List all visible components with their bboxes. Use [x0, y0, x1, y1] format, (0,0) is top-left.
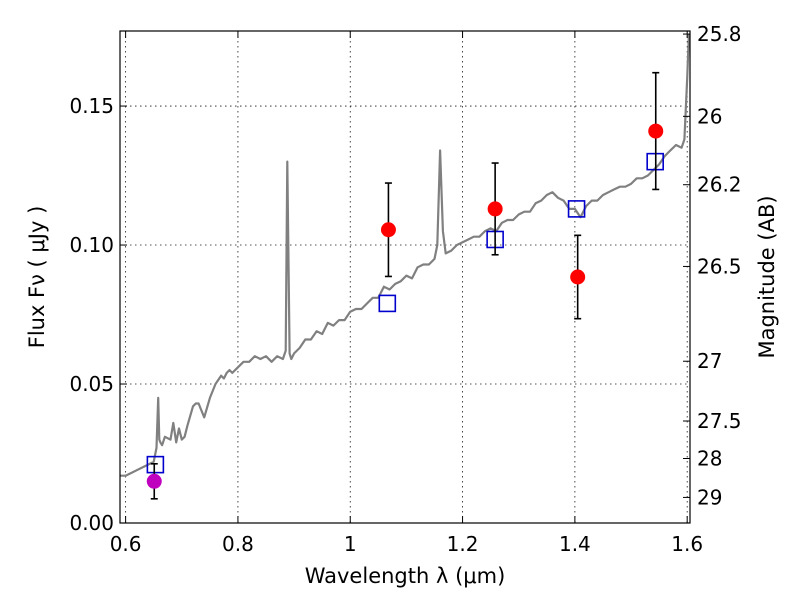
- y-tick-label: 0.05: [69, 372, 114, 396]
- x-tick-label: 1.2: [447, 532, 479, 556]
- model-point-square: [567, 200, 586, 218]
- y-tick-label: 0.15: [69, 94, 114, 118]
- x-tick-label: 1.6: [671, 532, 703, 556]
- x-tick-label: 0.8: [222, 532, 254, 556]
- observed-point: [487, 201, 503, 217]
- observed-point: [648, 123, 664, 139]
- right-tick-label: 27.5: [697, 409, 742, 433]
- x-tick-label: 1.4: [559, 532, 591, 556]
- observed-point: [380, 222, 396, 238]
- model-point-square: [146, 455, 165, 474]
- y-tick-label: 0.10: [69, 233, 114, 257]
- right-tick-label: 26.2: [697, 173, 742, 197]
- data-marks: [146, 71, 664, 500]
- plot-frame: [119, 30, 691, 524]
- axis-ticks: 0.6 0.8 1 1.2 1.4 1.6 0.00 0.05 0.10 0.15 25.8 26 26…: [69, 22, 741, 556]
- spectrum-line: [120, 33, 690, 477]
- x-tick-label: 0.6: [110, 532, 142, 556]
- right-tick-label: 25.8: [697, 22, 742, 46]
- right-tick-label: 27: [697, 349, 722, 373]
- right-axis-label: Magnitude (AB): [755, 195, 779, 358]
- observed-point: [570, 269, 586, 285]
- x-axis-label: Wavelength λ (μm): [305, 564, 506, 588]
- right-tick-label: 26: [697, 104, 722, 128]
- model-point-square: [378, 294, 397, 313]
- right-tick-label: 29: [697, 485, 722, 509]
- optical-point: [146, 473, 162, 489]
- spectrum-layer: [120, 33, 690, 477]
- right-tick-label: 28: [697, 447, 722, 471]
- right-tick-label: 26.5: [697, 254, 742, 278]
- y-tick-label: 0.00: [69, 511, 114, 535]
- x-tick-label: 1: [344, 532, 357, 556]
- y-axis-label: Flux Fν ( μJy ): [25, 206, 49, 349]
